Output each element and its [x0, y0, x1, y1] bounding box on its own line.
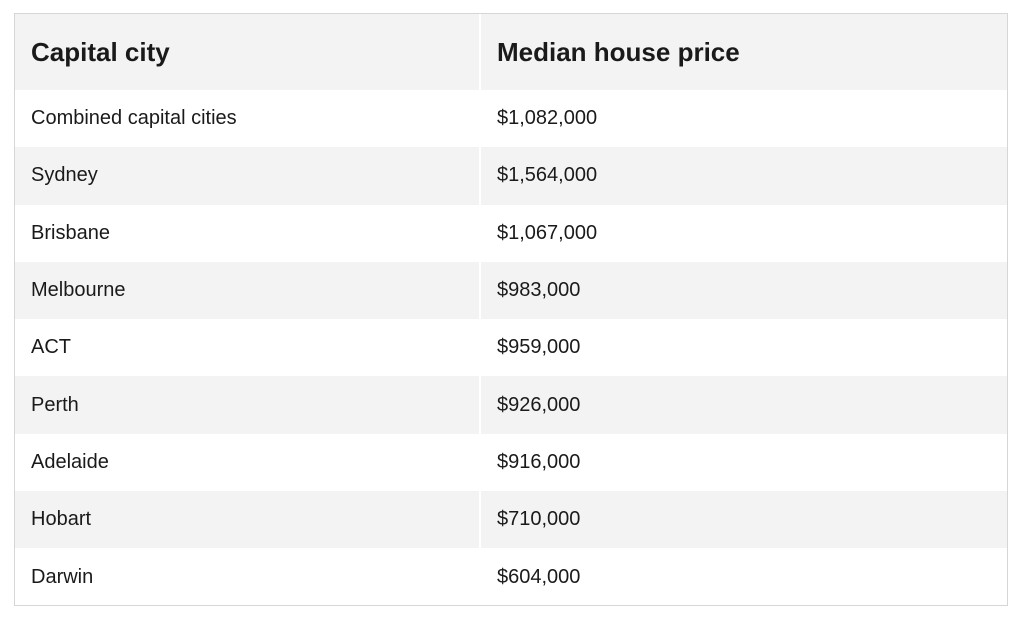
city-cell: Darwin [15, 548, 481, 605]
table-row: Hobart $710,000 [15, 491, 1007, 549]
city-cell: Brisbane [15, 204, 481, 262]
table-row: Combined capital cities $1,082,000 [15, 90, 1007, 148]
city-cell: Perth [15, 376, 481, 434]
price-cell: $604,000 [481, 548, 1007, 605]
header-capital-city: Capital city [15, 14, 481, 90]
table-row: ACT $959,000 [15, 319, 1007, 377]
table-row: Brisbane $1,067,000 [15, 204, 1007, 262]
table-row: Melbourne $983,000 [15, 261, 1007, 320]
table-row: Perth $926,000 [15, 376, 1007, 434]
price-cell: $916,000 [481, 433, 1007, 492]
table-header: Capital city Median house price [15, 14, 1007, 90]
price-table-container: Capital city Median house price Combined… [14, 13, 1008, 606]
median-house-price-table: Capital city Median house price Combined… [15, 14, 1007, 605]
table-row: Adelaide $916,000 [15, 433, 1007, 492]
table-row: Darwin $604,000 [15, 548, 1007, 605]
city-cell: Melbourne [15, 261, 481, 320]
city-cell: Combined capital cities [15, 90, 481, 148]
price-cell: $710,000 [481, 491, 1007, 549]
header-row: Capital city Median house price [15, 14, 1007, 90]
table-body: Combined capital cities $1,082,000 Sydne… [15, 90, 1007, 605]
price-cell: $959,000 [481, 319, 1007, 377]
city-cell: Hobart [15, 491, 481, 549]
table-row: Sydney $1,564,000 [15, 147, 1007, 205]
price-cell: $1,564,000 [481, 147, 1007, 205]
city-cell: Sydney [15, 147, 481, 205]
price-cell: $983,000 [481, 261, 1007, 320]
city-cell: ACT [15, 319, 481, 377]
price-cell: $1,067,000 [481, 204, 1007, 262]
header-median-house-price: Median house price [481, 14, 1007, 90]
city-cell: Adelaide [15, 433, 481, 492]
price-cell: $926,000 [481, 376, 1007, 434]
price-cell: $1,082,000 [481, 90, 1007, 148]
